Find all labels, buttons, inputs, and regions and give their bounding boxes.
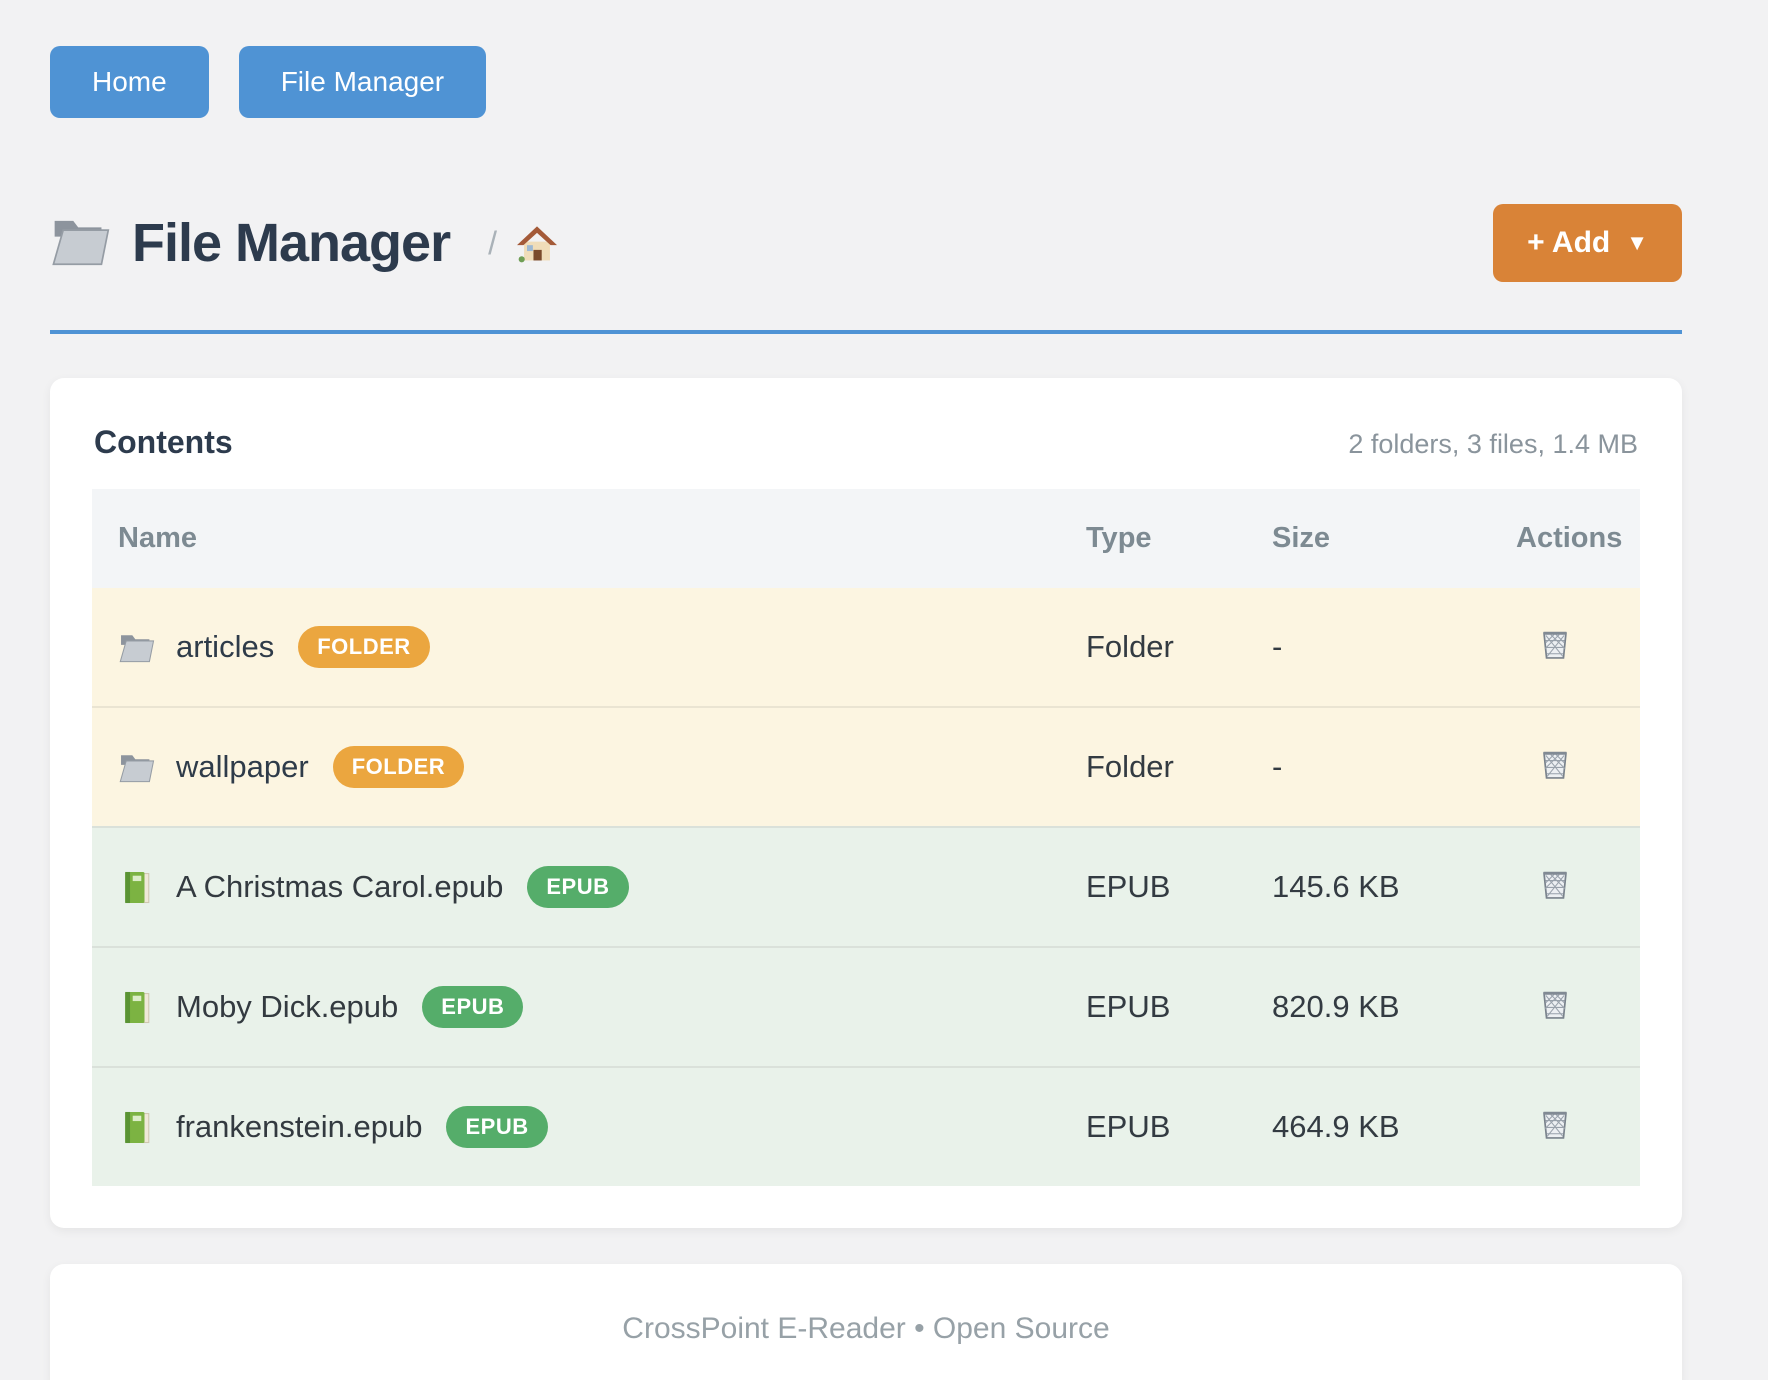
size-cell: 820.9 KB	[1272, 989, 1400, 1024]
table-header-row: Name Type Size Actions	[92, 489, 1640, 588]
column-header-actions: Actions	[1516, 522, 1623, 554]
open-folder-icon	[50, 215, 112, 272]
type-cell: Folder	[1086, 749, 1174, 784]
trash-icon[interactable]	[1538, 866, 1572, 902]
contents-card: Contents 2 folders, 3 files, 1.4 MB Name…	[50, 378, 1682, 1228]
type-cell: EPUB	[1086, 989, 1171, 1024]
type-badge: EPUB	[422, 986, 524, 1028]
table-row[interactable]: articles FOLDER Folder -	[92, 588, 1640, 706]
footer-text: CrossPoint E-Reader • Open Source	[622, 1312, 1110, 1345]
file-name[interactable]: articles	[176, 629, 275, 664]
add-button[interactable]: + Add ▼	[1493, 204, 1682, 282]
trash-icon[interactable]	[1538, 746, 1572, 782]
home-button[interactable]: Home	[50, 46, 209, 118]
trash-icon[interactable]	[1538, 986, 1572, 1022]
page-header: File Manager / + Add ▼	[50, 204, 1682, 282]
footer: CrossPoint E-Reader • Open Source	[50, 1264, 1682, 1380]
file-name[interactable]: A Christmas Carol.epub	[176, 869, 504, 904]
type-cell: EPUB	[1086, 869, 1171, 904]
type-badge: FOLDER	[298, 626, 430, 668]
trash-icon[interactable]	[1538, 1106, 1572, 1142]
file-name[interactable]: Moby Dick.epub	[176, 989, 399, 1024]
column-header-size: Size	[1272, 522, 1331, 554]
breadcrumb: /	[488, 224, 497, 261]
top-navigation: Home File Manager	[50, 46, 1682, 118]
house-icon[interactable]	[516, 219, 557, 268]
type-cell: EPUB	[1086, 1109, 1171, 1144]
file-name[interactable]: frankenstein.epub	[176, 1109, 423, 1144]
page-title: File Manager	[132, 213, 451, 273]
book-icon	[118, 990, 156, 1025]
size-cell: 464.9 KB	[1272, 1109, 1400, 1144]
file-name[interactable]: wallpaper	[176, 749, 309, 784]
header-divider	[50, 330, 1682, 334]
chevron-down-icon: ▼	[1626, 230, 1648, 255]
contents-heading: Contents	[94, 424, 233, 460]
type-badge: FOLDER	[332, 746, 465, 788]
column-header-type: Type	[1086, 522, 1152, 554]
book-icon	[118, 1110, 156, 1145]
type-badge: EPUB	[527, 866, 629, 908]
table-row[interactable]: wallpaper FOLDER Folder -	[92, 706, 1640, 826]
add-button-label: + Add	[1527, 226, 1611, 259]
book-icon	[118, 870, 156, 905]
size-cell: 145.6 KB	[1272, 869, 1400, 904]
type-cell: Folder	[1086, 629, 1174, 664]
page-container: Home File Manager File Manager /	[50, 0, 1682, 1380]
file-manager-button[interactable]: File Manager	[238, 46, 487, 118]
table-row[interactable]: frankenstein.epub EPUB EPUB 464.9 KB	[92, 1066, 1640, 1186]
size-cell: -	[1272, 749, 1283, 784]
column-header-name: Name	[118, 522, 197, 554]
file-table: Name Type Size Actions articles FOLDER F…	[92, 489, 1640, 1186]
folder-icon	[118, 752, 156, 783]
contents-summary: 2 folders, 3 files, 1.4 MB	[1348, 429, 1638, 459]
trash-icon[interactable]	[1538, 626, 1572, 662]
type-badge: EPUB	[446, 1106, 548, 1148]
table-row[interactable]: A Christmas Carol.epub EPUB EPUB 145.6 K…	[92, 826, 1640, 946]
folder-icon	[118, 632, 156, 663]
table-row[interactable]: Moby Dick.epub EPUB EPUB 820.9 KB	[92, 946, 1640, 1066]
size-cell: -	[1272, 629, 1283, 664]
